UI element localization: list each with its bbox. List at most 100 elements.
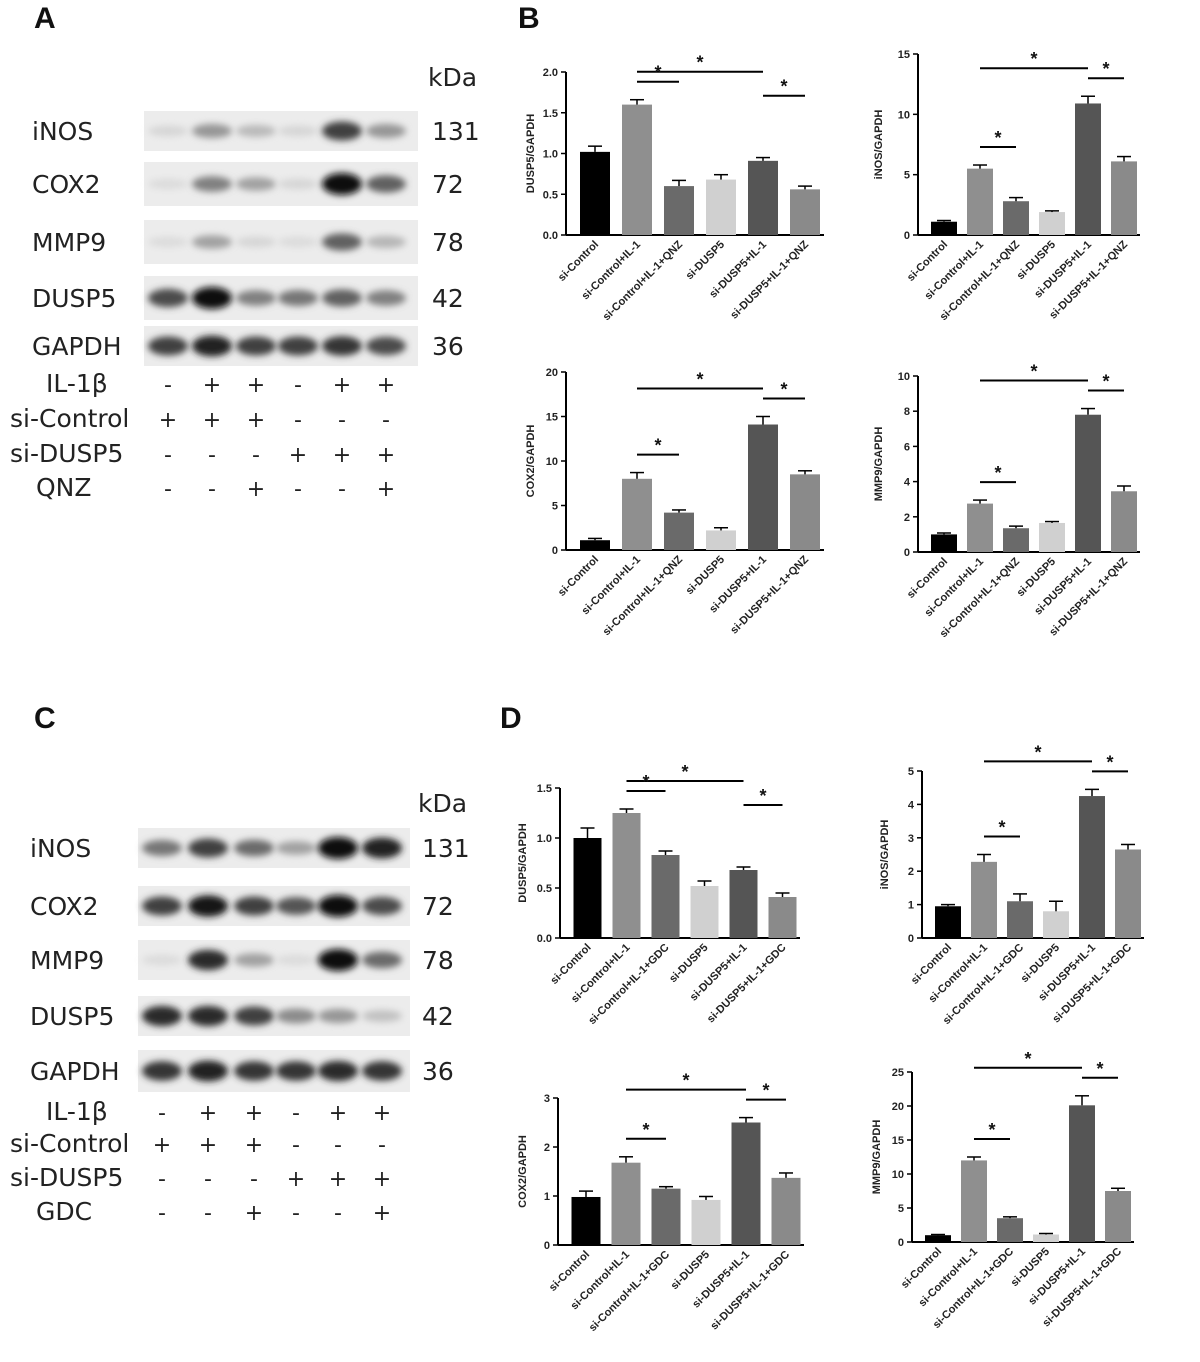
kda-header: kDa [428, 63, 477, 92]
significance-star: * [1102, 59, 1109, 79]
y-tick-label: 5 [552, 501, 558, 513]
bar [925, 1235, 951, 1242]
condition-sign: + [329, 1167, 347, 1192]
blot-band [188, 838, 228, 858]
condition-row: si-DUSP5 - - - + + + [10, 1163, 391, 1192]
panel-letter-b: B [518, 2, 540, 35]
condition-sign: - [292, 1133, 300, 1158]
protein-label: DUSP5 [32, 284, 116, 313]
condition-sign: - [164, 477, 172, 502]
y-axis-label: DUSP5/GAPDH [525, 114, 537, 194]
condition-label: si-Control [10, 1129, 129, 1158]
protein-label: COX2 [30, 892, 99, 921]
panel-letter-d: D [500, 702, 522, 735]
blot-band [322, 289, 362, 307]
y-tick-label: 0.5 [537, 883, 552, 895]
bar [768, 897, 797, 938]
chart-b-dusp5: 0.0 0.5 1.0 1.5 2.0 DUSP5/GAPDH si-Controlsi-C… [525, 53, 824, 323]
blot-band [322, 121, 362, 141]
condition-sign: - [158, 1101, 166, 1126]
condition-sign: - [294, 477, 302, 502]
blot-band [234, 1006, 274, 1026]
category-label: si-DUSP5+IL-1+GDC [708, 1249, 792, 1333]
condition-sign: - [334, 1201, 342, 1226]
bar [573, 838, 602, 938]
protein-label: GAPDH [30, 1057, 120, 1086]
bar [1039, 212, 1065, 235]
blot-band [142, 1061, 182, 1081]
blot-band [276, 841, 316, 855]
blot-band [276, 897, 316, 915]
bar [611, 1162, 641, 1245]
blot-band [142, 896, 182, 916]
condition-sign: + [289, 443, 307, 468]
blot-band [148, 236, 188, 248]
blot-band [234, 839, 274, 857]
blot-band [234, 1061, 274, 1081]
category-label: si-DUSP5+IL-1+QNZ [728, 238, 811, 321]
condition-sign: - [294, 373, 302, 398]
bar [790, 474, 820, 550]
blot-band [322, 233, 362, 251]
significance-star: * [654, 63, 661, 83]
condition-sign: - [250, 1167, 258, 1192]
bar [691, 1199, 721, 1245]
y-axis-label: iNOS/GAPDH [879, 820, 891, 890]
kda-value: 131 [422, 834, 470, 863]
condition-sign: - [292, 1101, 300, 1126]
category-label: si-Control+IL-1+GDC [587, 1249, 672, 1334]
blot-band [142, 954, 182, 966]
blot-band [322, 173, 362, 195]
bar [651, 855, 680, 938]
y-axis-label: iNOS/GAPDH [873, 110, 885, 180]
blot-band [192, 335, 232, 357]
y-tick-label: 25 [892, 1067, 904, 1079]
condition-sign: + [377, 443, 395, 468]
bar [729, 870, 758, 938]
kda-value: 78 [422, 946, 454, 975]
blot-band [188, 949, 228, 971]
blot-band [192, 287, 232, 309]
significance-star: * [1102, 372, 1109, 392]
y-tick-label: 0 [904, 230, 910, 242]
category-label: si-Control+IL-1+QNZ [601, 238, 686, 323]
bar [961, 1160, 987, 1242]
kda-value: 72 [432, 170, 464, 199]
y-tick-label: 0.0 [543, 230, 558, 242]
chart-d-dusp5: 0.00.51.01.5DUSP5/GAPDHsi-Controlsi-Cont… [517, 762, 800, 1027]
y-tick-label: 5 [898, 1203, 904, 1215]
y-tick-label: 10 [898, 109, 910, 121]
blot-band [236, 336, 276, 356]
y-tick-label: 4 [908, 799, 915, 811]
significance-star: * [1106, 752, 1113, 772]
y-tick-label: 3 [544, 1093, 550, 1105]
condition-label: si-Control [10, 404, 129, 433]
blot-band [366, 290, 406, 306]
kda-header: kDa [418, 789, 467, 818]
chart-d-mmp9: 0510152025MMP9/GAPDHsi-Controlsi-Control… [871, 1049, 1134, 1331]
category-label: si-Control [556, 554, 601, 599]
kda-value: 36 [422, 1057, 454, 1086]
blot-row-mmp9: MMP9 78 [32, 220, 464, 264]
y-tick-label: 20 [892, 1101, 904, 1113]
category-label: si-DUSP5 [684, 554, 728, 598]
blot-band [192, 123, 232, 139]
significance-star: * [696, 370, 703, 390]
kda-value: 131 [432, 117, 480, 146]
kda-value: 42 [432, 284, 464, 313]
bar [1079, 796, 1105, 938]
blot-row-dusp5: DUSP5 42 [32, 276, 464, 320]
significance-star: * [988, 1120, 995, 1140]
y-axis-label: COX2/GAPDH [525, 425, 537, 498]
condition-label: IL-1β [46, 1097, 108, 1126]
condition-row: si-DUSP5 - - - + + + [10, 439, 395, 468]
condition-sign: + [245, 1133, 263, 1158]
y-tick-label: 20 [546, 367, 558, 379]
blot-band [188, 895, 228, 917]
blot-band [236, 177, 276, 191]
condition-sign: - [334, 1133, 342, 1158]
blot-band [278, 336, 318, 356]
y-tick-label: 0.5 [543, 189, 558, 201]
significance-star: * [654, 436, 661, 456]
